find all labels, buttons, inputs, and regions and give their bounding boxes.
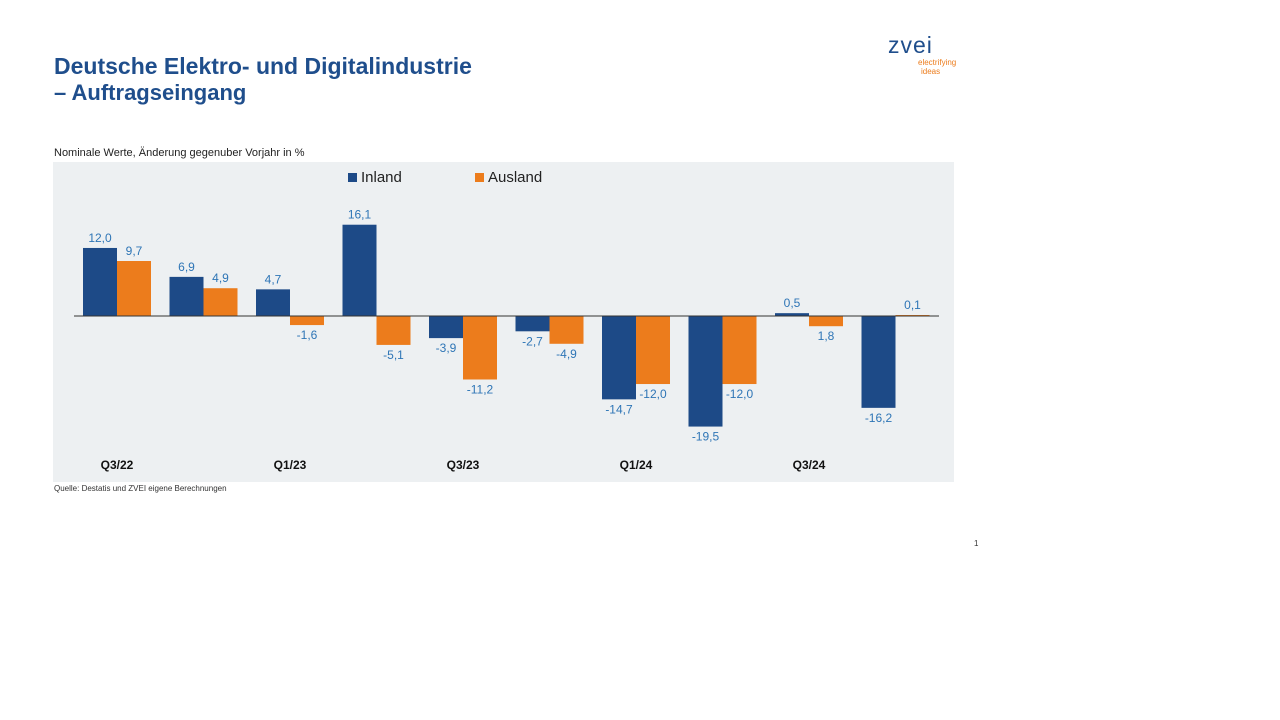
data-label-ausland-q1-23: -1,6 <box>297 328 318 342</box>
bar-ausland-q1-23 <box>290 316 324 326</box>
data-label-inland-q3-22: 12,0 <box>88 231 112 245</box>
bar-inland-q2-24 <box>688 316 723 427</box>
data-label-inland-q3-24: 0,5 <box>784 296 801 310</box>
x-tick-label-q3-24: Q3/24 <box>793 458 826 472</box>
legend-label-inland: Inland <box>361 169 402 186</box>
data-label-inland-q2-23: 16,1 <box>348 208 372 222</box>
bar-inland-q1-23 <box>256 289 290 316</box>
source-note: Quelle: Destatis und ZVEI eigene Berechn… <box>54 484 227 493</box>
data-label-ausland-q4-22: 4,9 <box>212 271 229 285</box>
bar-ausland-q1-24 <box>636 316 670 385</box>
data-label-ausland-q1-24: -12,0 <box>639 387 667 401</box>
slide-title: Deutsche Elektro- und Digitalindustrie <box>54 53 472 79</box>
data-label-ausland-q4-24: 0,1 <box>904 298 921 312</box>
bar-inland-q1-24 <box>602 316 636 400</box>
bar-ausland-q4-22 <box>203 288 238 316</box>
data-label-ausland-q3-23: -11,2 <box>467 383 494 397</box>
bar-ausland-q3-23 <box>463 316 497 380</box>
bar-ausland-q4-23 <box>549 316 584 344</box>
bar-inland-q4-22 <box>169 276 204 316</box>
bar-ausland-q3-22 <box>117 261 151 316</box>
legend-label-ausland: Ausland <box>488 169 542 186</box>
bar-inland-q3-24 <box>775 313 809 316</box>
chart-note: Nominale Werte, Änderung gegenuber Vorja… <box>54 147 305 159</box>
data-label-ausland-q4-23: -4,9 <box>556 347 577 361</box>
page-number: 1 <box>974 539 979 548</box>
data-label-inland-q2-24: -19,5 <box>692 430 720 444</box>
data-label-inland-q1-24: -14,7 <box>605 402 633 416</box>
data-label-ausland-q3-24: 1,8 <box>818 329 835 343</box>
bar-inland-q4-24 <box>861 316 896 408</box>
x-tick-label-q3-23: Q3/23 <box>447 458 480 472</box>
legend-swatch-inland <box>348 173 357 182</box>
data-label-ausland-q3-22: 9,7 <box>126 244 143 258</box>
logo-tagline-line-2: ideas <box>921 67 941 76</box>
legend-swatch-ausland <box>475 173 484 182</box>
bar-inland-q4-23 <box>515 316 550 332</box>
zvei-logo: zvei electrifying ideas <box>888 32 978 82</box>
bar-chart: Inland Ausland 12,0 9,7 Q3/22 6,9 4,9 4,7 -1,6 Q1… <box>74 169 939 472</box>
slide-subtitle: – Auftragseingang <box>54 80 247 105</box>
x-tick-label-q1-24: Q1/24 <box>620 458 653 472</box>
x-tick-label-q1-23: Q1/23 <box>274 458 307 472</box>
logo-wordmark: zvei <box>888 32 933 58</box>
data-label-inland-q4-24: -16,2 <box>865 411 893 425</box>
data-label-inland-q4-23: -2,7 <box>522 334 543 348</box>
x-tick-label-q3-22: Q3/22 <box>101 458 134 472</box>
bar-inland-q3-22 <box>83 247 117 316</box>
bar-ausland-q2-23 <box>376 316 411 345</box>
bar-ausland-q2-24 <box>722 316 757 385</box>
chart-panel: Inland Ausland 12,0 9,7 Q3/22 6,9 4,9 4,7 -1,6 Q1… <box>53 162 954 482</box>
bar-inland-q3-23 <box>429 316 463 339</box>
data-label-inland-q1-23: 4,7 <box>265 272 282 286</box>
bar-inland-q2-23 <box>342 224 377 316</box>
logo-tagline-line-1: electrifying <box>918 58 957 67</box>
data-label-ausland-q2-23: -5,1 <box>383 348 404 362</box>
bar-ausland-q3-24 <box>809 316 843 327</box>
data-label-inland-q4-22: 6,9 <box>178 260 195 274</box>
data-label-ausland-q2-24: -12,0 <box>726 387 754 401</box>
data-label-inland-q3-23: -3,9 <box>436 341 457 355</box>
